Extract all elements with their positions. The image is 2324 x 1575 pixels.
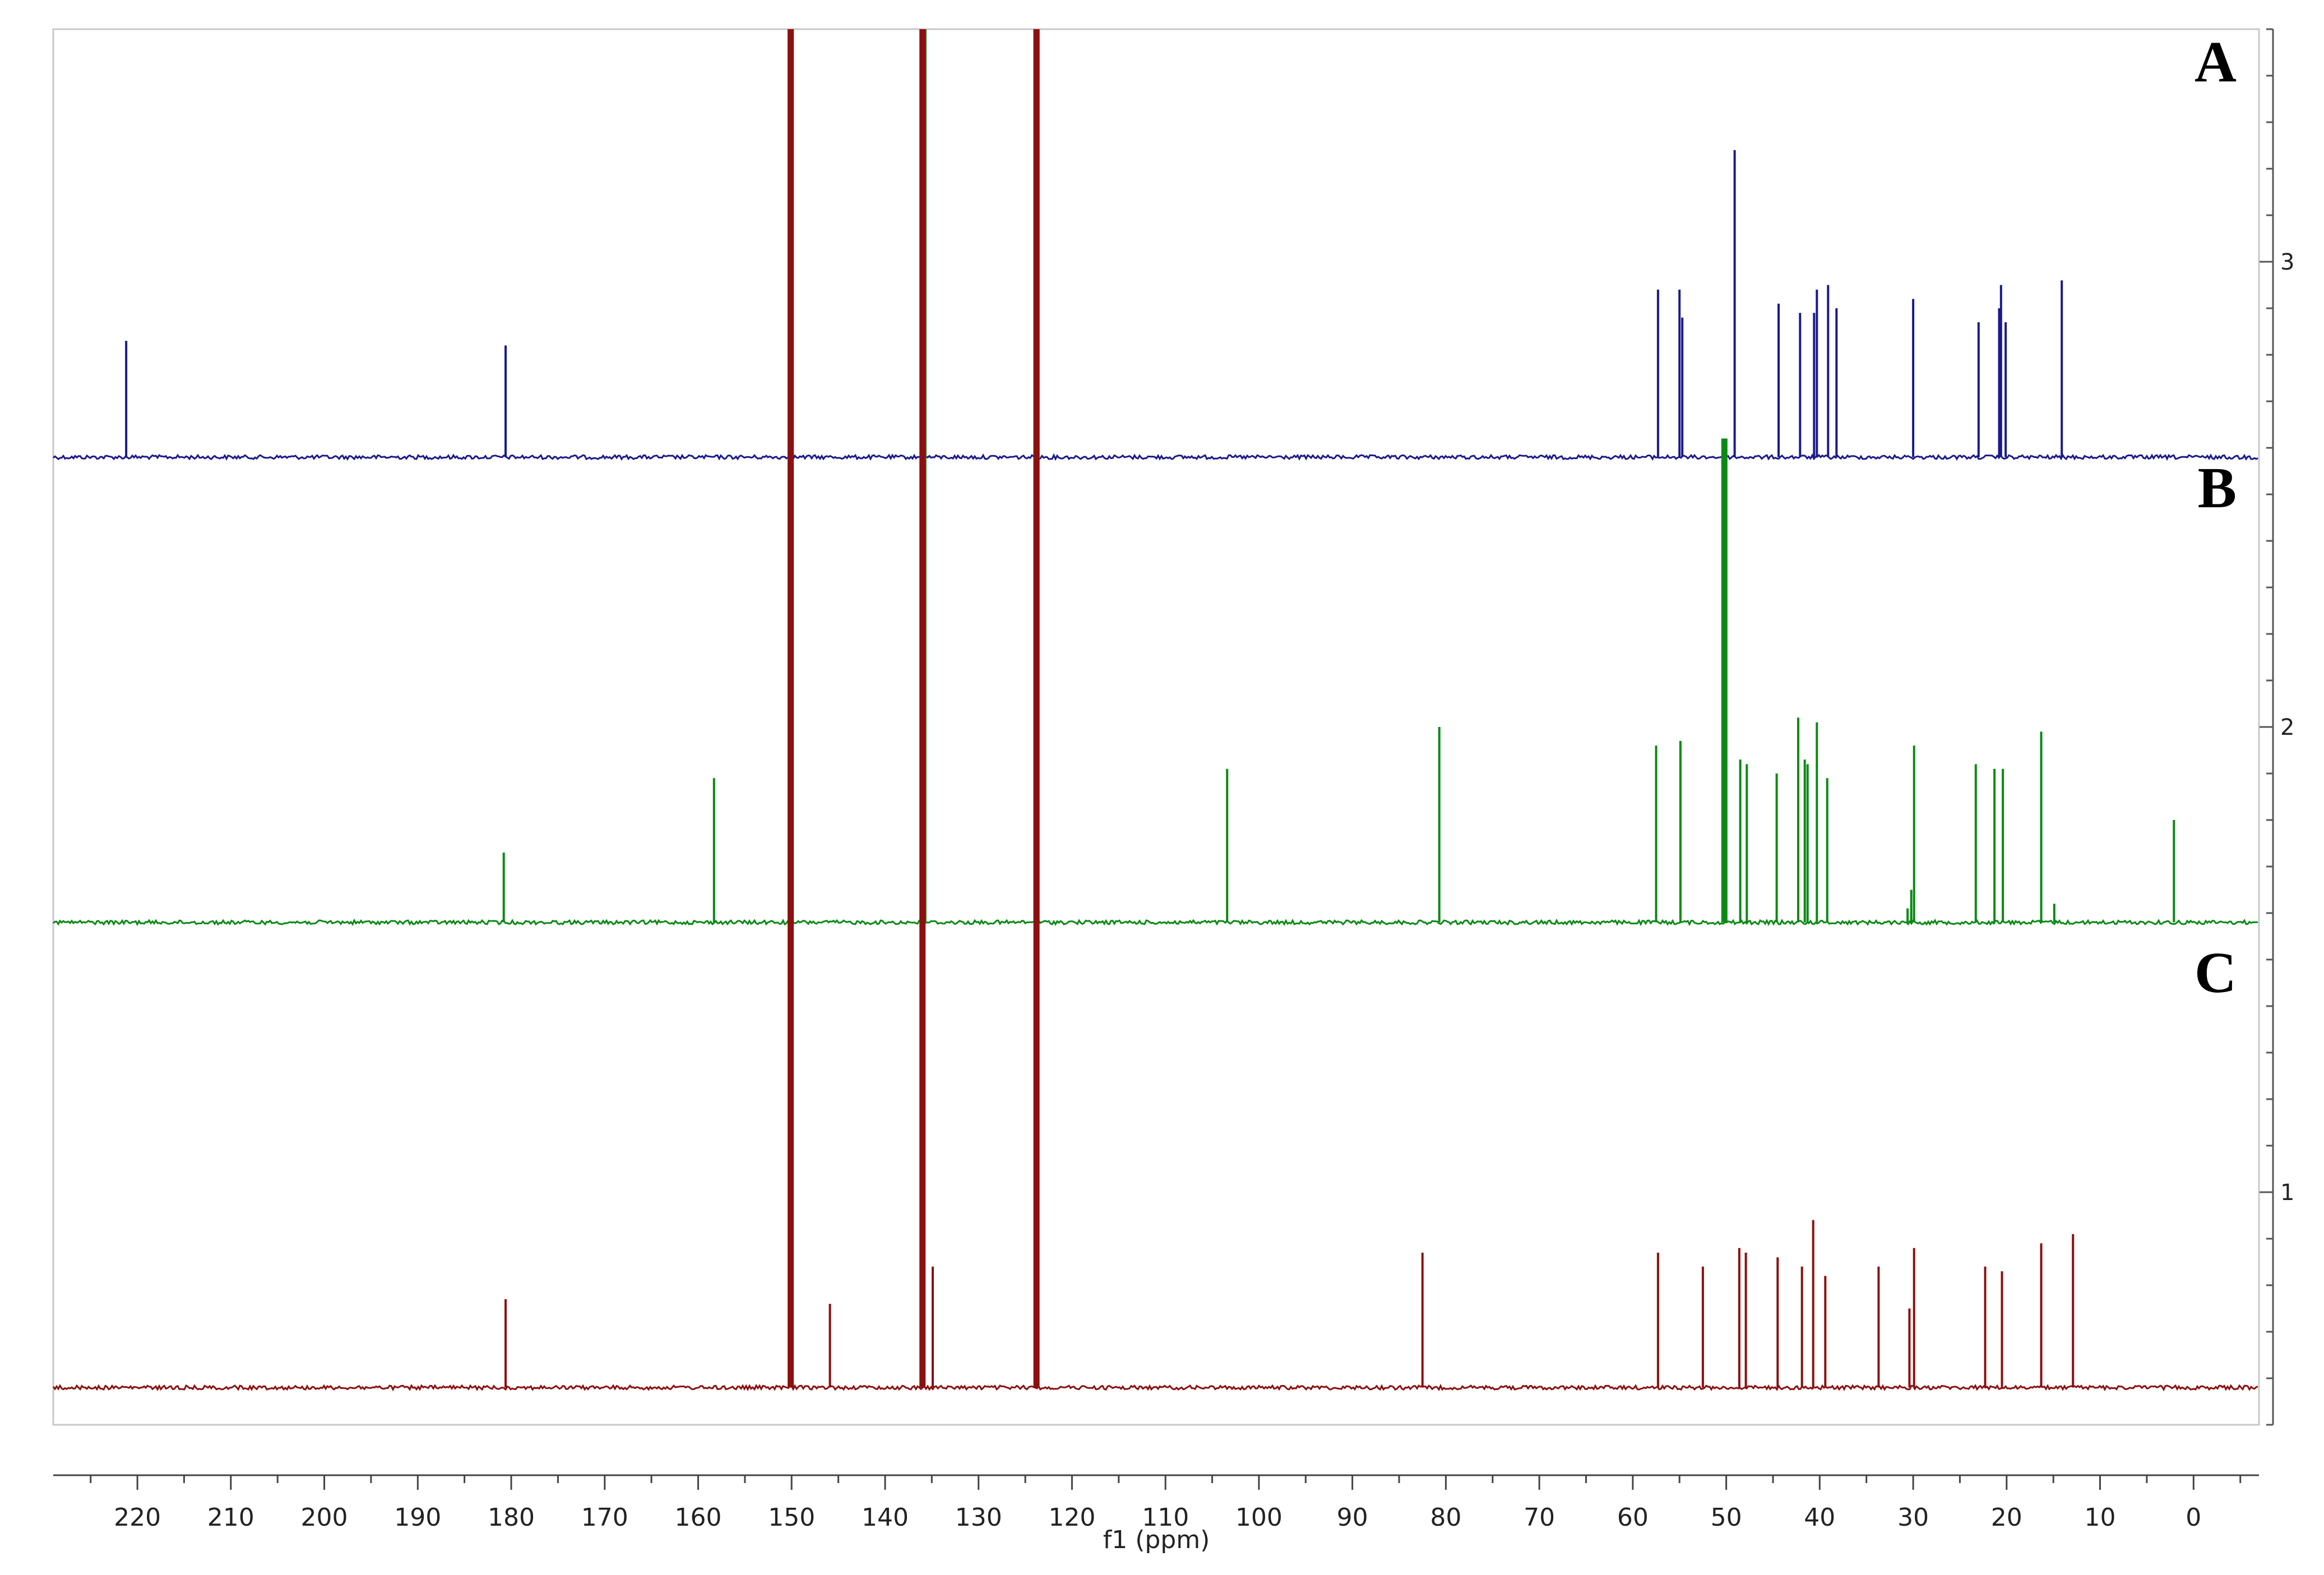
traces-group bbox=[52, 29, 2258, 1392]
x-tick-label: 40 bbox=[1804, 1503, 1835, 1532]
x-tick-label: 160 bbox=[675, 1503, 722, 1532]
x-axis-title: f1 (ppm) bbox=[1103, 1526, 1210, 1554]
x-tick-label: 170 bbox=[581, 1503, 628, 1532]
x-tick-label: 60 bbox=[1617, 1503, 1649, 1532]
trace-label-B: B bbox=[2198, 456, 2237, 520]
x-tick-label: 100 bbox=[1235, 1503, 1283, 1532]
trace-label-A: A bbox=[2195, 30, 2237, 94]
x-tick-label: 30 bbox=[1897, 1503, 1929, 1532]
x-tick-label: 140 bbox=[862, 1503, 909, 1532]
baseline-A bbox=[53, 453, 2258, 461]
trace-label-C: C bbox=[2195, 941, 2237, 1005]
x-tick-label: 200 bbox=[301, 1503, 348, 1532]
trace-labels-group: A B C bbox=[2195, 30, 2237, 1005]
y-tick-label: 1 bbox=[2280, 1180, 2294, 1206]
y-tick-label: 3 bbox=[2280, 249, 2294, 275]
x-tick-label: 180 bbox=[488, 1503, 535, 1532]
x-tick-label: 50 bbox=[1711, 1503, 1742, 1532]
x-tick-label: 10 bbox=[2085, 1503, 2116, 1532]
x-tick-label: 220 bbox=[114, 1503, 161, 1532]
trace-C bbox=[52, 29, 2258, 1392]
x-tick-label: 70 bbox=[1524, 1503, 1555, 1532]
right-y-axis: 1 2 3 bbox=[2260, 28, 2294, 1426]
x-tick-label: 190 bbox=[394, 1503, 441, 1532]
x-tick-label: 90 bbox=[1337, 1503, 1368, 1532]
baseline-B bbox=[53, 918, 2258, 927]
x-tick-label: 210 bbox=[207, 1503, 254, 1532]
baseline-C bbox=[52, 1383, 2258, 1392]
x-tick-label: 80 bbox=[1430, 1503, 1461, 1532]
x-tick-label: 20 bbox=[1991, 1503, 2022, 1532]
x-tick-label: 150 bbox=[768, 1503, 815, 1532]
x-tick-label: 120 bbox=[1048, 1503, 1095, 1532]
y-tick-label: 2 bbox=[2280, 715, 2294, 740]
x-tick-label: 0 bbox=[2186, 1503, 2201, 1532]
x-tick-label: 110 bbox=[1142, 1503, 1189, 1532]
x-tick-label: 130 bbox=[955, 1503, 1002, 1532]
x-axis: 220 210 200 190 180 170 160 150 140 130 120 110 100 9… bbox=[53, 1474, 2259, 1532]
plot-frame bbox=[52, 28, 2260, 1426]
